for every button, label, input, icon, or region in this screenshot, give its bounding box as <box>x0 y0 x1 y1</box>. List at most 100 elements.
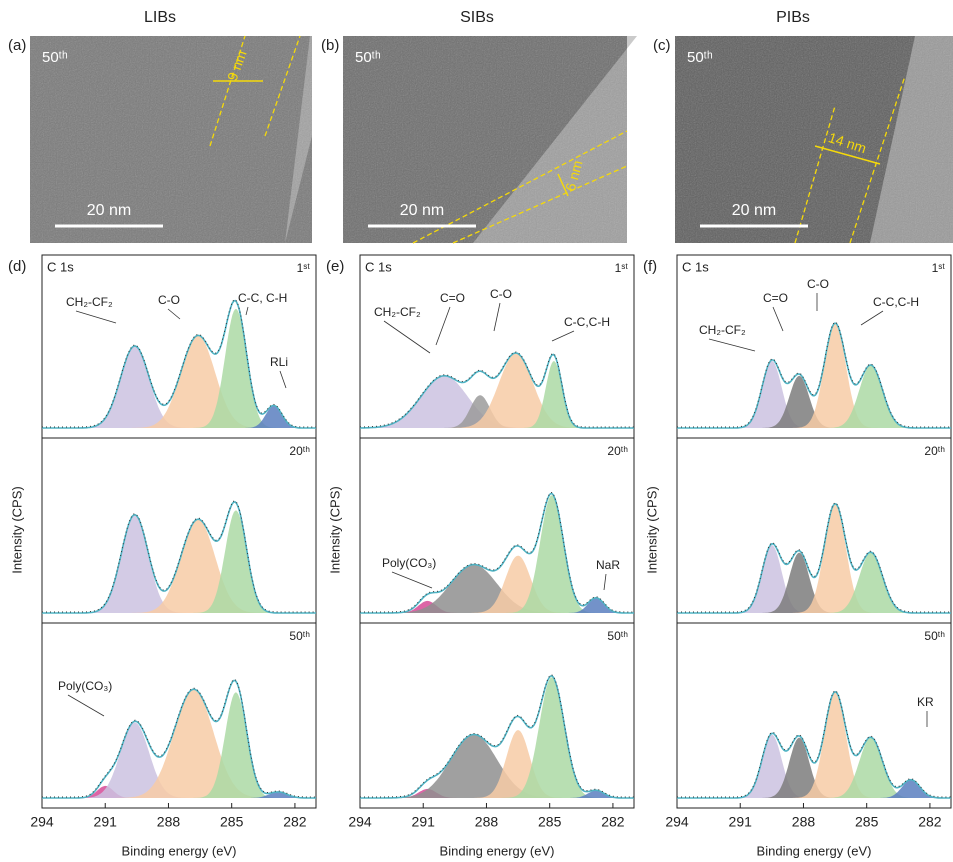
x-tick-label: 291 <box>412 814 436 830</box>
x-tick-label: 285 <box>538 814 562 830</box>
annotation: CH₂-CF₂ <box>699 323 746 337</box>
x-axis-label: Binding energy (eV) <box>440 843 555 858</box>
fit-peak <box>42 309 316 428</box>
column-header: SIBs <box>460 9 494 26</box>
x-tick-label: 291 <box>729 814 753 830</box>
envelope <box>42 299 316 429</box>
cycle-label: 20ᵗʰ <box>607 444 628 458</box>
spectrum-frame <box>41 622 317 809</box>
annotation-arrow <box>279 370 287 389</box>
x-tick-label: 282 <box>283 814 307 830</box>
tem-texture <box>675 36 953 243</box>
envelope <box>360 352 634 429</box>
x-tick-label: 294 <box>348 814 372 830</box>
raw-data <box>360 351 634 428</box>
y-axis-label: Intensity (CPS) <box>327 486 342 573</box>
fit-peak <box>360 495 634 613</box>
thickness-label: 6 nm <box>562 159 586 193</box>
fit-peak <box>360 677 634 798</box>
column-header: LIBs <box>144 9 176 26</box>
cycle-label: 50ᵗʰ <box>924 629 945 643</box>
envelope <box>360 675 634 799</box>
cycle-label: 20ᵗʰ <box>924 444 945 458</box>
fit-peak <box>360 790 634 798</box>
annotation: NaR <box>596 558 620 572</box>
envelope <box>677 322 951 429</box>
fit-peak <box>42 689 316 798</box>
annotation-arrow <box>772 306 784 332</box>
envelope <box>677 691 951 799</box>
panel-label: (d) <box>8 258 26 275</box>
x-tick-label: 282 <box>601 814 625 830</box>
spectrum-frame <box>676 622 952 809</box>
annotation: C-C, C-H <box>238 291 287 305</box>
y-axis-label: Intensity (CPS) <box>9 486 24 573</box>
x-tick-label: 285 <box>855 814 879 830</box>
annotation: Poly(CO₃) <box>382 556 436 570</box>
annotation: C-C,C-H <box>873 295 919 309</box>
panel-label: (e) <box>326 258 344 275</box>
fit-peak <box>360 597 634 613</box>
panel-label: (b) <box>321 37 339 54</box>
annotation: C-C,C-H <box>564 315 610 329</box>
annotation-arrow <box>383 320 431 354</box>
cycle-label: 50ᵗʰ <box>42 49 68 66</box>
annotation: KR <box>917 695 934 709</box>
fit-peak <box>677 737 951 798</box>
fit-peak <box>360 555 634 613</box>
annotation: C=O <box>440 291 465 305</box>
fit-peak <box>42 519 316 613</box>
annotation-arrow <box>435 306 451 346</box>
annotation-arrow <box>708 338 756 352</box>
fit-peak <box>360 564 634 613</box>
tem-texture <box>30 36 312 243</box>
fit-peak <box>42 335 316 428</box>
annotation: CH₂-CF₂ <box>66 295 113 309</box>
envelope <box>360 492 634 614</box>
panel-label: (f) <box>643 258 657 275</box>
scale-label: 20 nm <box>732 202 776 219</box>
x-tick-label: 288 <box>792 814 816 830</box>
column-header: PIBs <box>776 9 810 26</box>
fit-peak <box>677 779 951 798</box>
fit-peak <box>42 510 316 613</box>
element-label: C 1s <box>365 259 392 274</box>
x-axis-label: Binding energy (eV) <box>122 843 237 858</box>
annotation: C-O <box>490 287 512 301</box>
spectrum-frame <box>359 622 635 809</box>
y-axis-label: Intensity (CPS) <box>644 486 659 573</box>
annotation: C=O <box>763 291 788 305</box>
envelope <box>677 503 951 614</box>
thickness-arrow <box>557 173 569 197</box>
x-axis-label: Binding energy (eV) <box>757 843 872 858</box>
annotation-arrow <box>493 302 501 332</box>
x-tick-label: 285 <box>220 814 244 830</box>
x-tick-label: 294 <box>30 814 54 830</box>
raw-data <box>42 299 316 428</box>
annotation-arrow <box>75 310 117 324</box>
element-label: C 1s <box>47 259 74 274</box>
fit-peak <box>42 405 316 428</box>
cycle-label: 1ˢᵗ <box>297 261 311 275</box>
fit-peak <box>677 365 951 428</box>
x-tick-label: 294 <box>665 814 689 830</box>
cycle-label: 20ᵗʰ <box>289 444 310 458</box>
annotation: Poly(CO₃) <box>58 679 112 693</box>
fit-peak <box>360 361 634 428</box>
annotation-arrow <box>245 306 249 316</box>
interface-line <box>264 35 301 137</box>
annotation-arrow <box>860 310 884 326</box>
cycle-label: 50ᵗʰ <box>289 629 310 643</box>
cycle-label: 50ᵗʰ <box>607 629 628 643</box>
annotation-arrow <box>391 571 433 589</box>
raw-data <box>677 690 951 798</box>
x-tick-label: 291 <box>94 814 118 830</box>
annotation-arrow <box>603 573 607 591</box>
fit-peak <box>677 552 951 613</box>
scale-label: 20 nm <box>87 202 131 219</box>
annotation-arrow <box>551 330 575 342</box>
x-tick-label: 288 <box>475 814 499 830</box>
annotation-arrow <box>167 308 181 320</box>
